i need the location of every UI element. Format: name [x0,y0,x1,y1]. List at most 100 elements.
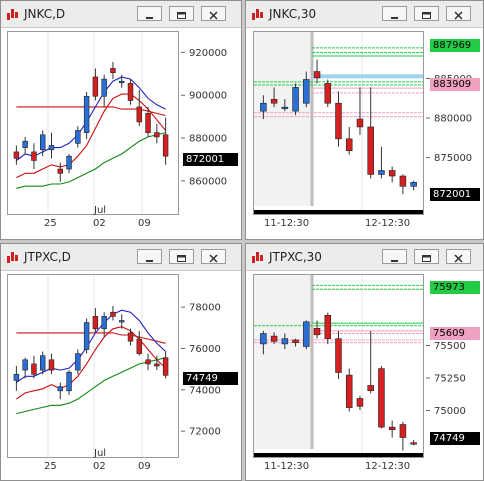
current-price-tag: 872001 [430,188,480,201]
candle-body [324,83,332,104]
close-button[interactable] [201,6,226,21]
chart-window-jtpxc-d[interactable]: JTPXC,D 78000 76000 74000 72000 74749 25 Ju… [0,243,242,481]
chart-window-jnkc-d[interactable]: JNKC,D 920000 900000 880000 860000 872001 2… [0,0,242,240]
current-price-tag: 872001 [183,153,238,166]
maximize-button[interactable] [414,249,439,264]
minimize-icon [146,260,153,262]
candle-body [145,359,151,365]
maximize-button[interactable] [414,6,439,21]
candle-body [127,83,134,101]
candle-body [40,134,46,151]
close-icon [209,11,218,20]
candle-body [303,79,310,104]
candle-body [31,363,37,375]
candle-body [335,338,342,373]
time-label: 11-12:30 [264,461,310,472]
chart-window-jnkc-30[interactable]: JNKC,30 885000880000875000 887969 883909… [245,0,484,240]
time-label: 12-12:30 [365,218,411,229]
minimize-icon [146,17,153,19]
maximize-button[interactable] [169,6,194,21]
chart-window-jtpxc-30[interactable]: JTPXC,30 75500 75250 75000 75973 75609 747… [245,243,484,481]
minimize-button[interactable] [137,6,162,21]
time-label: 11-12:30 [264,218,310,229]
candle-body [83,322,90,350]
window-titlebar[interactable]: JNKC,30 [246,1,483,28]
chart-plot-area[interactable] [253,31,424,215]
candle-body [136,106,142,123]
candle-body [92,76,99,97]
axis-tick-label: 860000 [189,176,227,187]
candle-body [75,353,81,371]
price-axis: 920000 900000 880000 860000 [181,31,241,215]
close-button[interactable] [201,249,226,264]
candle-body [345,138,353,151]
candle-body [31,151,37,161]
moving-average-red-lower [16,93,167,179]
axis-tick-label: 75500 [434,341,466,352]
candle-body [260,102,267,112]
moving-average-blue [16,76,166,161]
candle-body [335,102,342,140]
chart-app-icon [251,7,265,21]
date-label: 09 [138,461,151,472]
candle-body [101,78,107,97]
candle-body [57,386,63,392]
pivot-mid-price-tag: 75609 [430,327,480,340]
window-title: JTPXC,30 [269,250,322,264]
candle-body [119,320,125,323]
candle-body [66,155,72,170]
candle-body [303,321,310,347]
axis-tick-label: 78000 [189,303,221,314]
axis-tick-label: 76000 [189,344,221,355]
minimize-button[interactable] [382,6,407,21]
window-titlebar[interactable]: JTPXC,D [1,244,241,271]
close-button[interactable] [446,249,471,264]
candle-body [313,327,321,336]
close-icon [454,11,463,20]
date-label: 25 [44,218,57,229]
candle-body [367,126,374,175]
candle-body [110,68,116,73]
time-label: 12-12:30 [365,461,411,472]
candle-body [281,106,289,109]
time-axis-bar [254,210,423,214]
window-titlebar[interactable]: JTPXC,30 [246,244,483,271]
date-label: 09 [138,218,151,229]
chart-plot-area[interactable] [253,274,424,458]
close-icon [209,254,218,263]
chart-app-icon [6,7,20,21]
date-label: 02 [93,461,106,472]
date-label: 25 [44,461,57,472]
minimize-button[interactable] [382,249,407,264]
candle-body [162,357,169,376]
current-price-tag: 74749 [430,432,480,445]
candle-body [367,385,374,391]
selection-bar [312,74,423,79]
candle-body [292,339,299,343]
candle-body [92,316,99,330]
candle-body [57,168,63,174]
moving-average-blue [16,309,166,383]
maximize-icon [177,255,186,262]
candle-body [356,398,364,407]
session-highlight [254,32,312,206]
candle-body [136,338,142,354]
axis-tick-label: 75000 [434,406,466,417]
candle-body [260,333,267,345]
moving-average-red [16,332,166,344]
chart-plot-area[interactable] [7,274,179,458]
close-button[interactable] [446,6,471,21]
session-highlight [254,275,312,449]
pivot-high-price-tag: 75973 [430,281,480,294]
minimize-icon [391,17,398,19]
candle-body [48,145,55,151]
candle-body [292,87,299,112]
candle-body [119,80,125,84]
window-titlebar[interactable]: JNKC,D [1,1,241,28]
candle-body [399,175,407,187]
minimize-button[interactable] [137,249,162,264]
date-label: Jul [94,205,107,216]
chart-plot-area[interactable] [7,31,179,215]
maximize-button[interactable] [169,249,194,264]
date-label: Jul [94,448,107,459]
